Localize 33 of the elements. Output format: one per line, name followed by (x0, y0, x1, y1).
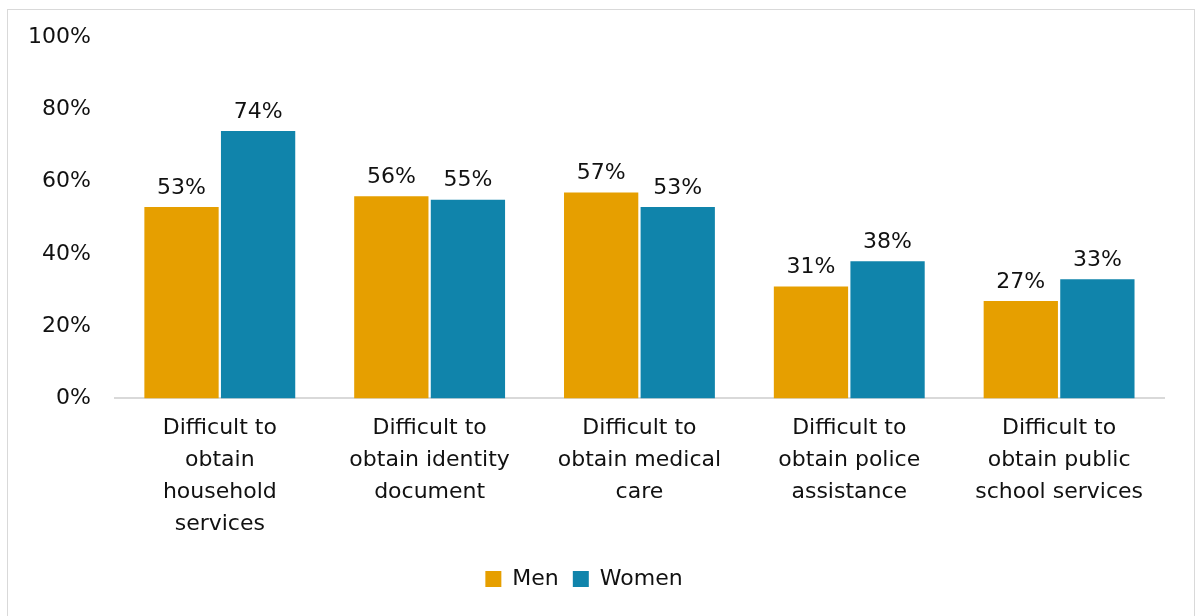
data-label: 53% (653, 173, 703, 199)
data-label: 57% (576, 159, 626, 185)
bar (564, 192, 639, 399)
bar (144, 206, 219, 399)
bar (220, 131, 296, 399)
bar (430, 199, 506, 399)
y-tick-label: 20% (41, 311, 91, 337)
data-label: 27% (996, 267, 1046, 293)
bar (850, 261, 925, 399)
x-tick-label: Difficult to obtain public school services (975, 414, 1143, 503)
data-label: 53% (157, 173, 206, 199)
x-tick-label: Difficult to obtain household services (162, 414, 277, 535)
y-tick-label: 80% (41, 95, 91, 121)
bar (1060, 279, 1135, 399)
bar (773, 286, 849, 399)
bar (354, 196, 429, 399)
data-label: 56% (366, 162, 416, 188)
y-tick-label: 40% (41, 239, 91, 265)
y-tick-label: 0% (55, 384, 91, 410)
data-label: 33% (1072, 245, 1122, 271)
bar (983, 300, 1058, 399)
y-tick-label: 60% (41, 167, 91, 193)
x-tick-label: Difficult to obtain identity document (349, 414, 510, 503)
x-tick-label: Difficult to obtain medical care (557, 414, 722, 503)
x-tick-label: Difficult to obtain police assistance (778, 414, 921, 503)
data-label: 38% (863, 227, 913, 253)
y-tick-label: 100% (27, 22, 91, 48)
data-label: 55% (443, 166, 493, 192)
legend-label: Men (512, 564, 559, 590)
legend-label: Women (599, 564, 683, 590)
bar (640, 206, 715, 399)
data-label: 74% (233, 97, 283, 123)
data-label: 31% (786, 253, 836, 279)
